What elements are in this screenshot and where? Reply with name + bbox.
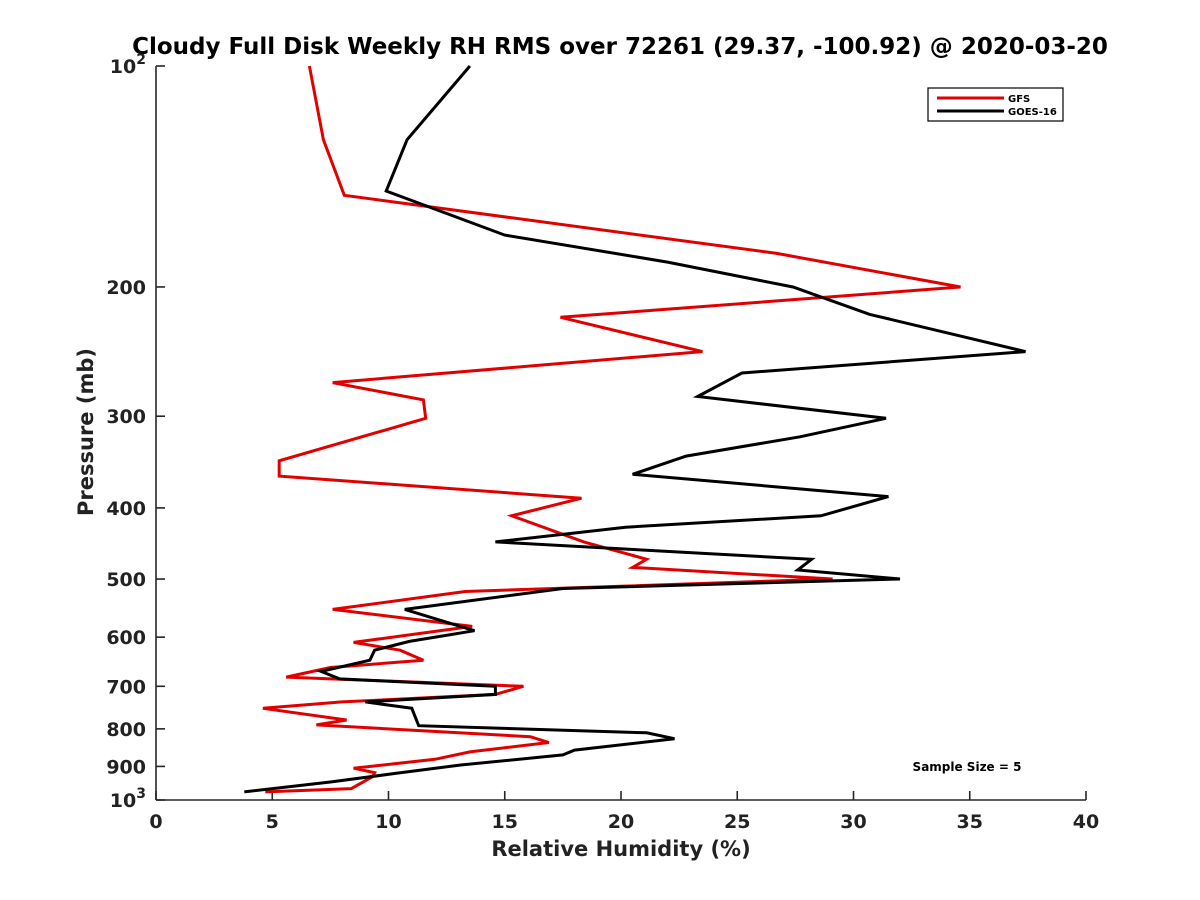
y-tick-label: 800 xyxy=(106,719,146,741)
y-tick-label: 600 xyxy=(106,627,146,649)
x-tick-label: 40 xyxy=(1073,811,1099,833)
series-line-gfs xyxy=(262,65,961,794)
series-line-goes16 xyxy=(244,65,1026,794)
x-tick-label: 15 xyxy=(492,811,518,833)
legend-label-gfs: GFS xyxy=(1008,94,1030,105)
y-axis-ticks: 102 200 300 400 500 600 700 800 900 103 xyxy=(106,52,165,812)
x-tick-label: 10 xyxy=(375,811,401,833)
plot-axes xyxy=(155,66,1086,801)
y-tick-label: 102 xyxy=(110,52,146,78)
x-tick-label: 5 xyxy=(266,811,279,833)
y-axis-label: Pressure (mb) xyxy=(74,348,98,516)
y-tick-label: 900 xyxy=(106,756,146,778)
chart-title: Cloudy Full Disk Weekly RH RMS over 7226… xyxy=(132,34,1108,60)
x-axis-ticks: 0 5 10 15 20 25 30 35 40 xyxy=(149,791,1099,833)
y-tick-label: 700 xyxy=(106,676,146,698)
legend: GFS GOES-16 xyxy=(927,87,1064,122)
y-tick-label: 500 xyxy=(106,569,146,591)
y-tick-label: 200 xyxy=(106,277,146,299)
y-tick-label: 300 xyxy=(106,406,146,428)
x-tick-label: 20 xyxy=(608,811,634,833)
x-tick-label: 35 xyxy=(957,811,983,833)
legend-box xyxy=(927,87,1064,122)
x-tick-label: 25 xyxy=(724,811,750,833)
series-layer xyxy=(244,65,1026,794)
x-tick-label: 0 xyxy=(149,811,162,833)
legend-label-goes16: GOES-16 xyxy=(1008,107,1057,118)
x-axis-label: Relative Humidity (%) xyxy=(491,837,750,861)
x-tick-label: 30 xyxy=(840,811,866,833)
y-tick-label: 400 xyxy=(106,498,146,520)
y-tick-label: 103 xyxy=(110,786,146,812)
sample-size-annotation: Sample Size = 5 xyxy=(913,760,1022,774)
